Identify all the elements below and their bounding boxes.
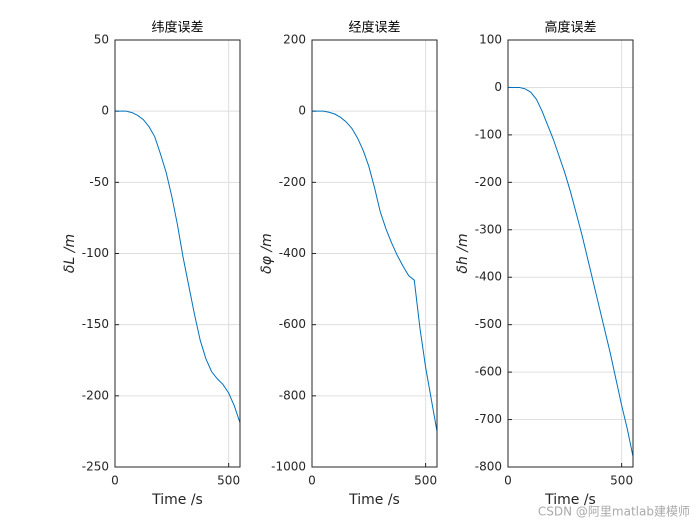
y-tick-label: -250: [82, 460, 109, 474]
y-axis-label: δL /m: [62, 234, 78, 273]
x-axis-label: Time /s: [348, 492, 400, 508]
x-tick-label: 0: [504, 474, 512, 488]
x-axis-label: Time /s: [544, 492, 596, 508]
y-tick-label: 0: [101, 104, 109, 118]
y-tick-label: -50: [89, 175, 109, 189]
y-tick-label: -800: [475, 460, 502, 474]
watermark: CSDN @阿里matlab建模师: [538, 505, 690, 519]
y-tick-label: 50: [94, 33, 109, 47]
data-line: [312, 110, 438, 432]
y-tick-label: -700: [475, 412, 502, 426]
x-axis-label: Time /s: [151, 492, 203, 508]
y-tick-label: -800: [279, 388, 306, 402]
data-line: [508, 86, 634, 457]
y-tick-label: 0: [298, 104, 306, 118]
axes-title: 高度误差: [544, 20, 596, 36]
y-tick-label: -200: [82, 388, 109, 402]
y-tick-label: 200: [283, 33, 306, 47]
y-axis-label: δφ /m: [259, 233, 275, 274]
axes-box: [507, 39, 634, 468]
y-tick-label: -500: [475, 317, 502, 331]
data-line: [115, 110, 241, 424]
y-axis-label: δh /m: [455, 233, 471, 273]
y-tick-label: -300: [475, 222, 502, 236]
y-tick-label: -400: [279, 246, 306, 260]
y-tick-label: 0: [494, 80, 502, 94]
x-tick-label: 500: [414, 474, 437, 488]
y-tick-label: -600: [475, 365, 502, 379]
x-tick-label: 0: [111, 474, 119, 488]
y-tick-label: -200: [279, 175, 306, 189]
y-tick-label: -100: [475, 127, 502, 141]
x-tick-label: 0: [308, 474, 316, 488]
y-tick-label: 100: [479, 33, 502, 47]
y-tick-label: -100: [82, 246, 109, 260]
axes-title: 纬度误差: [151, 20, 203, 36]
plot-area: [508, 40, 633, 467]
y-tick-label: -600: [279, 317, 306, 331]
y-tick-label: -400: [475, 270, 502, 284]
axes-box: [311, 39, 438, 468]
y-tick-label: -1000: [271, 460, 306, 474]
axes-box: [114, 39, 241, 468]
x-tick-label: 500: [217, 474, 240, 488]
y-tick-label: -200: [475, 175, 502, 189]
y-tick-label: -150: [82, 317, 109, 331]
axes-title: 经度误差: [348, 20, 400, 36]
x-tick-label: 500: [610, 474, 633, 488]
